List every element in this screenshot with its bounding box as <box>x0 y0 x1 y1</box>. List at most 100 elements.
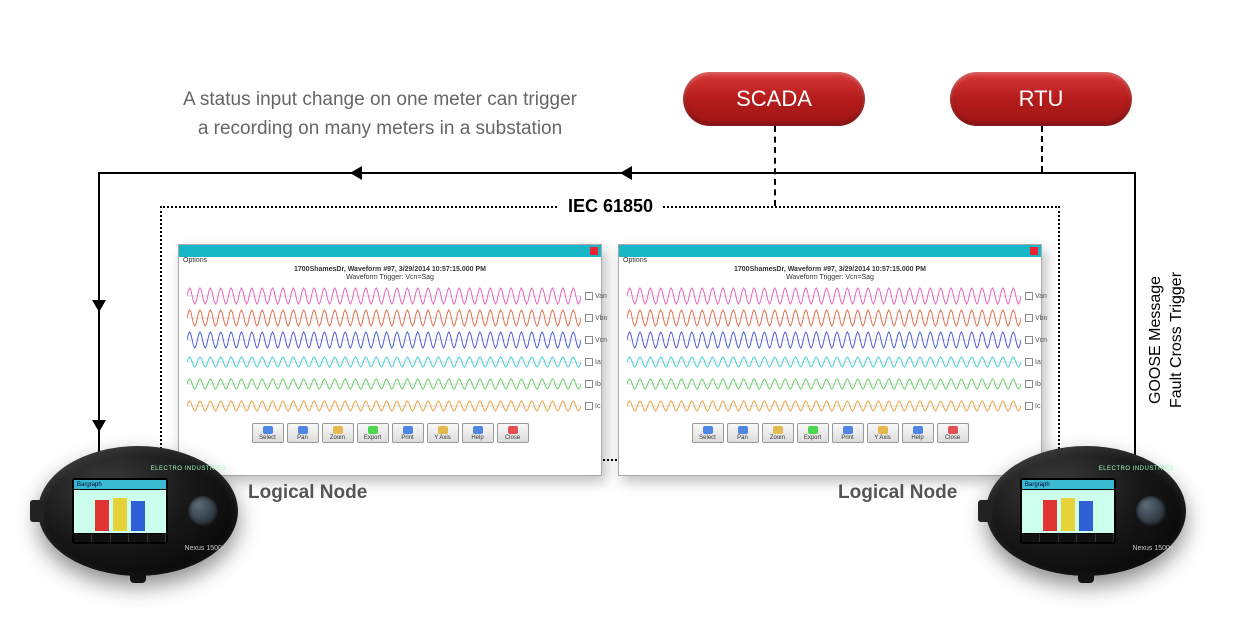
toolbar-icon <box>878 426 888 434</box>
bus-left <box>98 172 100 460</box>
toolbar-button-label: Select <box>259 435 276 441</box>
meter-screen-title: Bargraph <box>1022 480 1114 490</box>
toolbar-icon <box>913 426 923 434</box>
meter-bar <box>1061 498 1075 531</box>
diagram-canvas: A status input change on one meter can t… <box>0 0 1234 625</box>
meter-knob <box>1136 496 1166 526</box>
waveform-panel-1: Options1700ShamesDr, Waveform #97, 3/29/… <box>178 244 602 476</box>
trace-checkbox[interactable] <box>1025 336 1033 344</box>
trace-label: Van <box>595 293 615 300</box>
goose-side-label: GOOSE Message Fault Cross Trigger <box>1146 220 1188 460</box>
waveform-traces: VanVbnVcnIaIbIc <box>619 283 1041 419</box>
bus-right <box>1134 172 1136 460</box>
waveform-trace-row: Ic <box>627 395 1033 417</box>
meter-brand-label: ELECTRO INDUSTRIES <box>1099 466 1174 472</box>
toolbar-icon <box>738 426 748 434</box>
toolbar-button-label: Print <box>841 435 853 441</box>
toolbar-button-label: Help <box>911 435 923 441</box>
meter-device-1: BargraphELECTRO INDUSTRIESNexus 1500+ <box>38 446 238 576</box>
trace-checkbox[interactable] <box>585 358 593 366</box>
toolbar-button-print[interactable]: Print <box>392 423 424 443</box>
meter-screen: Bargraph <box>72 478 168 544</box>
toolbar-icon <box>333 426 343 434</box>
scada-label: SCADA <box>736 86 812 112</box>
trace-checkbox[interactable] <box>1025 380 1033 388</box>
meter-bar <box>131 501 145 531</box>
trace-label: Vcn <box>1035 337 1055 344</box>
iec-61850-label: IEC 61850 <box>558 196 663 217</box>
waveform-trace-row: Vbn <box>627 307 1033 329</box>
toolbar-button-select[interactable]: Select <box>252 423 284 443</box>
toolbar-button-label: Zoom <box>770 435 785 441</box>
trace-checkbox[interactable] <box>1025 314 1033 322</box>
toolbar-icon <box>473 426 483 434</box>
trace-checkbox[interactable] <box>1025 292 1033 300</box>
bus-top <box>98 172 1136 174</box>
toolbar-button-label: Pan <box>297 435 308 441</box>
waveform-trace-row: Van <box>187 285 593 307</box>
waveform-titlebar <box>179 245 601 257</box>
waveform-trace-row: Van <box>627 285 1033 307</box>
trace-label: Ia <box>595 359 615 366</box>
logical-node-label-2: Logical Node <box>838 482 957 504</box>
toolbar-button-y-axis[interactable]: Y Axis <box>867 423 899 443</box>
waveform-trace-row: Ib <box>627 373 1033 395</box>
trace-checkbox[interactable] <box>585 292 593 300</box>
trace-label: Ia <box>1035 359 1055 366</box>
toolbar-button-pan[interactable]: Pan <box>727 423 759 443</box>
trace-label: Ib <box>1035 381 1055 388</box>
trace-checkbox[interactable] <box>1025 358 1033 366</box>
meter-screen-title: Bargraph <box>74 480 166 490</box>
arrow-icon <box>92 300 106 312</box>
trace-checkbox[interactable] <box>585 380 593 388</box>
toolbar-button-export[interactable]: Export <box>357 423 389 443</box>
trace-checkbox[interactable] <box>585 314 593 322</box>
toolbar-icon <box>438 426 448 434</box>
toolbar-button-pan[interactable]: Pan <box>287 423 319 443</box>
waveform-trace-row: Vbn <box>187 307 593 329</box>
toolbar-button-label: Close <box>945 435 960 441</box>
toolbar-button-zoom[interactable]: Zoom <box>322 423 354 443</box>
toolbar-icon <box>403 426 413 434</box>
meter-device-2: Bargraph ELECTRO INDUSTRIES Nexus 1500+ <box>986 446 1186 576</box>
trace-checkbox[interactable] <box>585 336 593 344</box>
toolbar-button-help[interactable]: Help <box>462 423 494 443</box>
meter-bargraph <box>74 490 166 533</box>
meter-bar <box>95 500 109 531</box>
waveform-subtitle: 1700ShamesDr, Waveform #97, 3/29/2014 10… <box>619 264 1041 283</box>
meter-screen-footer <box>1022 533 1114 542</box>
trace-label: Ic <box>595 403 615 410</box>
toolbar-button-print[interactable]: Print <box>832 423 864 443</box>
toolbar-button-label: Help <box>471 435 483 441</box>
toolbar-button-close[interactable]: Close <box>937 423 969 443</box>
trace-checkbox[interactable] <box>1025 402 1033 410</box>
toolbar-button-zoom[interactable]: Zoom <box>762 423 794 443</box>
toolbar-button-y-axis[interactable]: Y Axis <box>427 423 459 443</box>
waveform-traces: VanVbnVcnIaIbIc <box>179 283 601 419</box>
meter-brand-label: ELECTRO INDUSTRIES <box>151 466 226 472</box>
arrow-icon <box>620 166 632 180</box>
toolbar-icon <box>948 426 958 434</box>
waveform-trace-row: Vcn <box>187 329 593 351</box>
trace-checkbox[interactable] <box>585 402 593 410</box>
meter-model-label: Nexus 1500+ <box>1133 545 1174 552</box>
waveform-toolbar: Select Pan Zoom Export PrintY Axis Help Close <box>179 419 601 449</box>
trace-label: Vbn <box>1035 315 1055 322</box>
waveform-titlebar <box>619 245 1041 257</box>
toolbar-button-help[interactable]: Help <box>902 423 934 443</box>
toolbar-button-label: Zoom <box>330 435 345 441</box>
waveform-toolbar: SelectPan Zoom Export Print Y Axis Help Close <box>619 419 1041 449</box>
scada-node: SCADA <box>683 72 865 126</box>
toolbar-button-select[interactable]: Select <box>692 423 724 443</box>
toolbar-icon <box>808 426 818 434</box>
toolbar-button-label: Export <box>364 435 381 441</box>
arrow-icon <box>92 420 106 432</box>
meter-bar <box>113 498 127 531</box>
toolbar-button-close[interactable]: Close <box>497 423 529 443</box>
toolbar-icon <box>703 426 713 434</box>
logical-node-label-1: Logical Node <box>248 482 367 504</box>
trace-label: Van <box>1035 293 1055 300</box>
toolbar-button-export[interactable]: Export <box>797 423 829 443</box>
waveform-options-label: Options <box>179 257 601 264</box>
meter-bargraph <box>1022 490 1114 533</box>
